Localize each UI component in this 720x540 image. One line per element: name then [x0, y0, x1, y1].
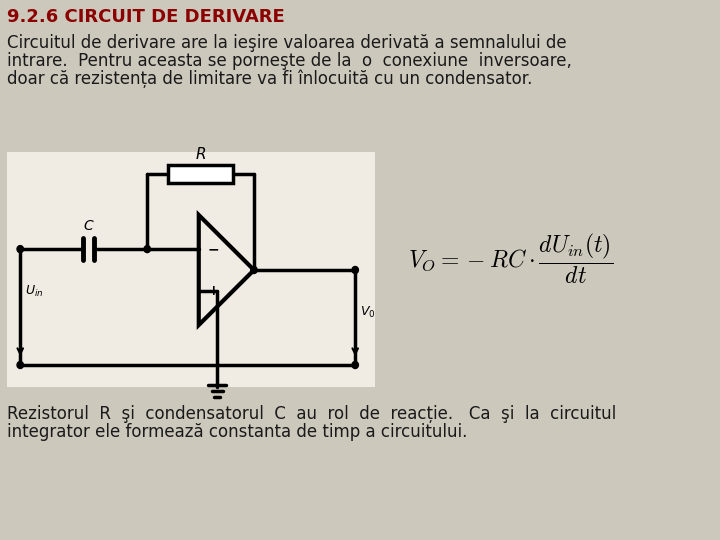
- Text: −: −: [207, 242, 219, 256]
- Text: R: R: [195, 147, 206, 162]
- Text: Rezistorul  R  şi  condensatorul  C  au  rol  de  reacție.   Ca  şi  la  circuit: Rezistorul R şi condensatorul C au rol d…: [7, 405, 616, 423]
- Text: $U_{in}$: $U_{in}$: [25, 284, 43, 299]
- Bar: [168, 165, 233, 183]
- Text: integrator ele formează constanta de timp a circuitului.: integrator ele formează constanta de tim…: [7, 423, 468, 441]
- Circle shape: [352, 361, 359, 368]
- Circle shape: [251, 267, 257, 273]
- Text: $V_O = -RC \cdot \dfrac{dU_{in}(t)}{dt}$: $V_O = -RC \cdot \dfrac{dU_{in}(t)}{dt}$: [408, 232, 613, 286]
- Text: +: +: [207, 284, 219, 298]
- Circle shape: [144, 246, 150, 253]
- Circle shape: [17, 246, 24, 253]
- Circle shape: [17, 361, 24, 368]
- Text: $V_0$: $V_0$: [360, 305, 375, 320]
- Text: doar că rezistența de limitare va fi înlocuită cu un condensator.: doar că rezistența de limitare va fi înl…: [7, 70, 533, 89]
- Bar: [7, 152, 375, 387]
- Text: C: C: [84, 219, 93, 233]
- Text: 9.2.6 CIRCUIT DE DERIVARE: 9.2.6 CIRCUIT DE DERIVARE: [7, 8, 285, 26]
- Text: intrare.  Pentru aceasta se porneşte de la  o  conexiune  inversoare,: intrare. Pentru aceasta se porneşte de l…: [7, 52, 572, 70]
- Text: Circuitul de derivare are la ieşire valoarea derivată a semnalului de: Circuitul de derivare are la ieşire valo…: [7, 34, 567, 52]
- Circle shape: [352, 267, 359, 273]
